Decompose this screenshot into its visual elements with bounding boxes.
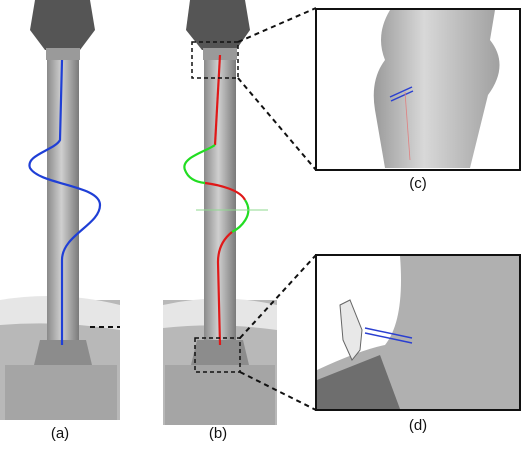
connectors bbox=[90, 7, 317, 411]
zoom-c bbox=[315, 8, 521, 171]
panel-label: (c) bbox=[409, 175, 427, 192]
panel-label: (a) bbox=[51, 425, 69, 442]
panel-label: (b) bbox=[209, 425, 227, 442]
zoom-d bbox=[315, 254, 521, 411]
column-a bbox=[0, 0, 120, 420]
column-b bbox=[163, 0, 277, 425]
panel-label: (d) bbox=[409, 417, 427, 434]
